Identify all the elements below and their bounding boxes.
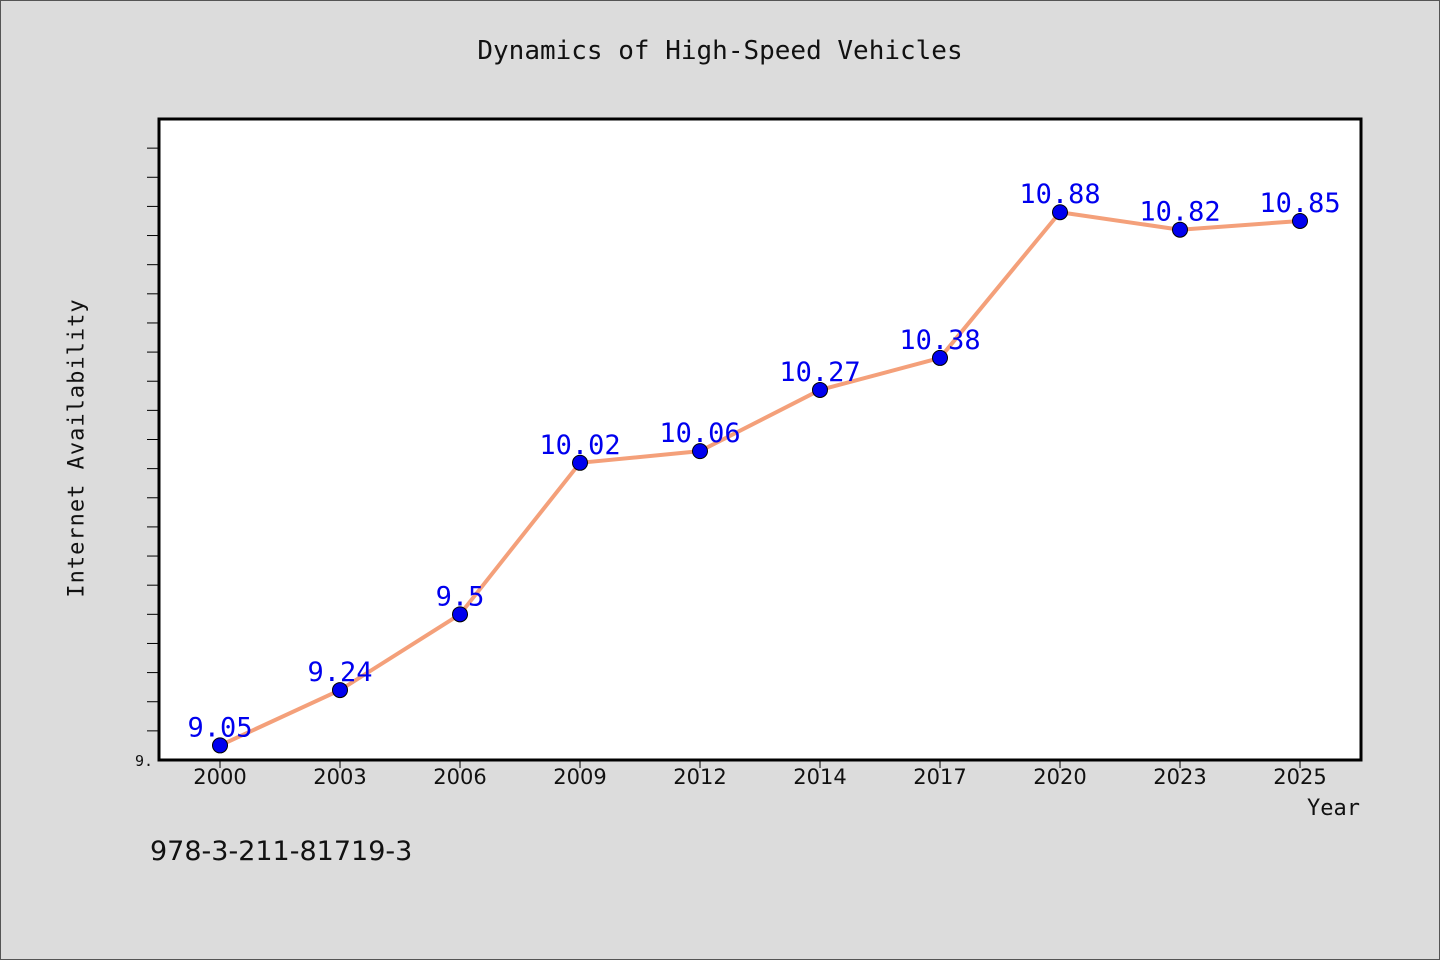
data-point: [812, 381, 828, 398]
x-tick-label: 2017: [913, 765, 966, 789]
x-tick-label: 2020: [1033, 765, 1086, 789]
isbn-text: 978-3-211-81719-3: [150, 836, 413, 867]
x-tick-label: 2003: [313, 765, 366, 789]
data-point: [932, 349, 948, 366]
x-tick-label: 2023: [1153, 765, 1206, 789]
data-point: [692, 443, 708, 460]
y-tick-label: 9.: [135, 752, 153, 770]
chart-title: Dynamics of High-Speed Vehicles: [477, 36, 963, 66]
data-point: [452, 606, 468, 623]
x-tick-label: 2012: [673, 765, 726, 789]
x-tick-label: 2009: [553, 765, 606, 789]
data-point: [1172, 221, 1188, 238]
data-point: [332, 682, 348, 699]
x-tick-label: 2014: [793, 765, 846, 789]
data-point: [572, 454, 588, 471]
x-tick-label: 2025: [1273, 765, 1326, 789]
axis-ticks: 9. 2000 2003 2006 2009 2012 2014 2017 2020 2023 20…: [135, 147, 1327, 789]
x-tick-label: 2000: [193, 765, 246, 789]
series-group: 9.059.249.510.02 10.0610.2710.3810.8810.8…: [187, 179, 1341, 754]
data-point: [1052, 204, 1068, 221]
series-line: [219, 210, 1301, 748]
data-point: [1292, 212, 1308, 229]
x-tick-label: 2006: [433, 765, 486, 789]
x-axis-label: Year: [1307, 796, 1360, 821]
data-point: [212, 737, 228, 754]
